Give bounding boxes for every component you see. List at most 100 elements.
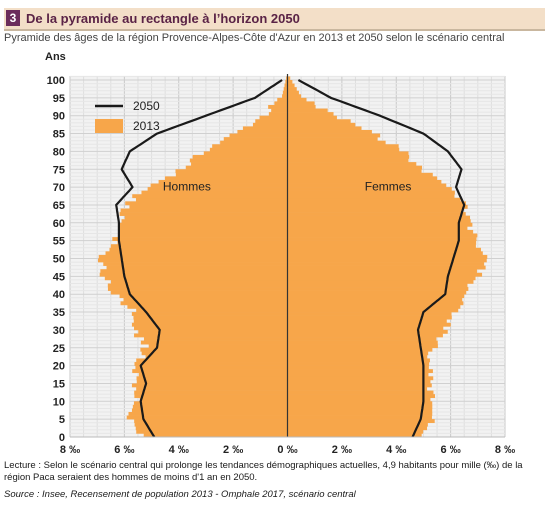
x-tick-label: 2 ‰ [223,444,243,456]
bar-2013-hommes [106,265,288,270]
bar-2013-femmes [287,233,478,238]
y-tick-label: 75 [53,164,65,176]
x-tick-label: 6 ‰ [114,444,134,456]
bar-2013-hommes [132,369,288,374]
bar-2013-femmes [287,122,356,127]
bar-2013-femmes [287,90,299,95]
bar-2013-hommes [126,415,288,420]
bar-2013-hommes [123,297,288,302]
bar-2013-hommes [134,394,288,399]
bar-2013-hommes [131,383,288,388]
bar-2013-femmes [287,351,429,356]
bar-2013-femmes [287,433,422,438]
bar-2013-femmes [287,247,481,252]
bar-2013-hommes [129,204,288,209]
bar-2013-hommes [271,108,288,113]
bar-2013-femmes [287,379,431,384]
title-bar: 3 De la pyramide au rectangle à l’horizo… [4,8,545,31]
bar-2013-femmes [287,322,451,327]
bar-2013-femmes [287,422,428,427]
y-tick-label: 30 [53,325,65,337]
bar-2013-femmes [287,97,307,102]
bar-2013-hommes [138,329,288,334]
bar-2013-hommes [189,158,288,163]
bar-2013-hommes [138,372,288,377]
bar-2013-hommes [282,90,288,95]
bar-2013-femmes [287,204,468,209]
bar-2013-hommes [242,126,288,131]
bar-2013-femmes [287,340,438,345]
bar-2013-femmes [287,183,447,188]
y-tick-label: 40 [53,289,65,301]
bar-2013-femmes [287,87,297,92]
bar-2013-femmes [287,387,428,391]
bar-2013-hommes [175,172,288,177]
bar-2013-hommes [110,244,288,249]
bar-2013-femmes [287,376,434,381]
reading-note: Lecture : Selon le scénario central qui … [4,460,523,483]
bar-2013-hommes [192,154,288,159]
bar-2013-hommes [104,276,288,281]
bar-2013-femmes [287,347,433,352]
bar-2013-femmes [287,262,485,266]
bar-2013-hommes [268,104,288,109]
bar-2013-femmes [287,401,433,406]
bar-2013-femmes [287,329,448,334]
bar-2013-hommes [134,333,288,338]
bar-2013-hommes [119,212,288,216]
bar-2013-hommes [164,176,288,181]
bar-2013-femmes [287,319,447,324]
bar-2013-hommes [136,358,288,363]
bar-2013-femmes [287,240,477,245]
bar-2013-hommes [136,308,288,313]
bar-2013-femmes [287,383,432,388]
bar-2013-femmes [287,165,423,170]
y-tick-label: 55 [53,236,65,248]
bar-2013-femmes [287,354,428,359]
bar-2013-hommes [185,165,288,170]
bar-2013-hommes [107,283,288,288]
bar-2013-femmes [287,201,466,206]
bar-2013-femmes [287,344,438,349]
bar-2013-hommes [119,233,288,238]
bar-2013-hommes [147,187,288,191]
bar-2013-femmes [287,112,334,116]
x-tick-label: 0 ‰ [277,444,297,456]
bar-2013-femmes [287,176,438,181]
bar-2013-hommes [120,301,288,306]
bar-2013-hommes [223,137,288,141]
bar-2013-hommes [141,351,288,356]
bar-2013-hommes [140,347,288,352]
bar-2013-femmes [287,104,316,109]
x-tick-label: 6 ‰ [441,444,461,456]
bar-2013-femmes [287,297,463,302]
bar-2013-hommes [158,179,288,184]
bar-2013-hommes [277,97,288,102]
y-tick-label: 10 [53,396,65,408]
bar-2013-hommes [135,365,288,370]
bar-2013-femmes [287,397,431,402]
bar-2013-hommes [139,397,288,402]
bar-2013-hommes [134,390,288,395]
bar-2013-hommes [133,401,288,406]
x-tick-label: 2 ‰ [332,444,352,456]
bar-2013-hommes [119,294,288,299]
bar-2013-femmes [287,304,461,309]
x-tick-label: 4 ‰ [169,444,189,456]
bar-2013-hommes [252,122,288,127]
bar-2013-hommes [100,269,288,274]
bar-2013-femmes [287,119,351,124]
bar-2013-femmes [287,219,471,224]
bar-2013-hommes [268,112,288,116]
bar-2013-hommes [229,133,288,138]
bar-2013-femmes [287,208,464,213]
bar-2013-femmes [287,419,435,424]
bar-2013-femmes [287,222,473,227]
bar-2013-hommes [134,422,288,427]
chart-title: De la pyramide au rectangle à l’horizon … [26,11,300,26]
y-tick-label: 85 [53,129,65,141]
bar-2013-femmes [287,429,424,434]
y-axis-label: Ans [45,51,66,63]
group-label-femmes: Femmes [365,180,412,194]
bar-2013-hommes [136,429,288,434]
